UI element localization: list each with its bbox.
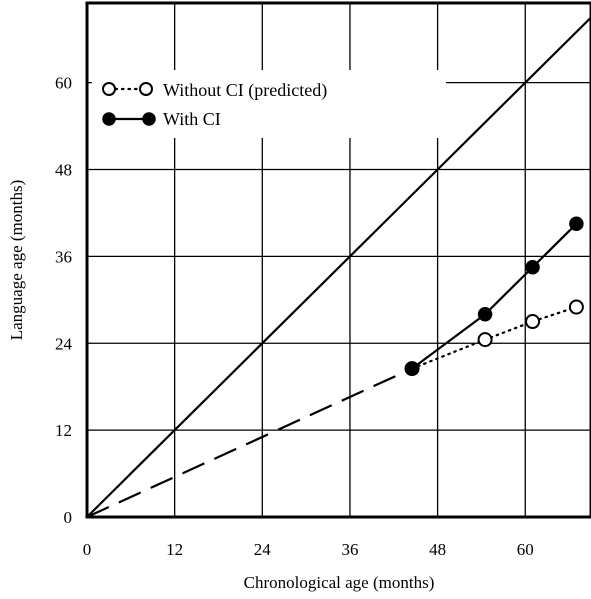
x-tick-label: 48 [429, 540, 446, 559]
data-markers [404, 216, 584, 377]
x-tick-label: 0 [83, 540, 92, 559]
y-tick-label: 0 [64, 508, 73, 527]
y-tick-label: 24 [55, 334, 73, 353]
legend-item-with-ci: With CI [102, 109, 221, 129]
y-axis-title: Language age (months) [7, 180, 26, 341]
data-point-without-ci [525, 314, 541, 330]
x-axis-title: Chronological age (months) [244, 573, 435, 592]
reference-line [86, 16, 591, 518]
data-point-without-ci [477, 332, 493, 348]
legend-marker-with-ci [102, 112, 116, 126]
series-line-without-ci [410, 305, 578, 370]
chart-lines [86, 16, 591, 519]
y-tick-label: 36 [55, 247, 72, 266]
series-line-with-ci [411, 223, 578, 370]
baseline-extrapolation-line [86, 367, 413, 519]
x-tick-label: 60 [517, 540, 534, 559]
data-point-with-ci [404, 361, 420, 376]
legend-label-without-ci: Without CI (predicted) [163, 80, 327, 101]
y-tick-label: 60 [55, 74, 72, 93]
legend-item-without-ci: Without CI (predicted) [102, 80, 327, 101]
data-point-with-ci [525, 259, 540, 275]
data-point-without-ci [568, 299, 584, 315]
legend: Without CI (predicted) With CI [92, 70, 446, 138]
x-tick-label: 12 [166, 540, 183, 559]
y-tick-label: 48 [55, 161, 72, 180]
data-point-with-ci [477, 307, 493, 322]
legend-marker-with-ci [142, 112, 156, 126]
x-tick-label: 24 [254, 540, 272, 559]
legend-marker-without-ci [139, 82, 153, 96]
tick-labels: 0 12 24 36 48 60 0 12 24 36 48 60 [55, 74, 534, 559]
plot-frame [85, 1, 591, 519]
legend-box [92, 70, 446, 138]
legend-label-with-ci: With CI [163, 109, 221, 129]
legend-marker-without-ci [102, 82, 116, 96]
x-tick-label: 36 [341, 540, 358, 559]
data-point-with-ci [569, 216, 584, 232]
y-tick-label: 12 [55, 421, 72, 440]
